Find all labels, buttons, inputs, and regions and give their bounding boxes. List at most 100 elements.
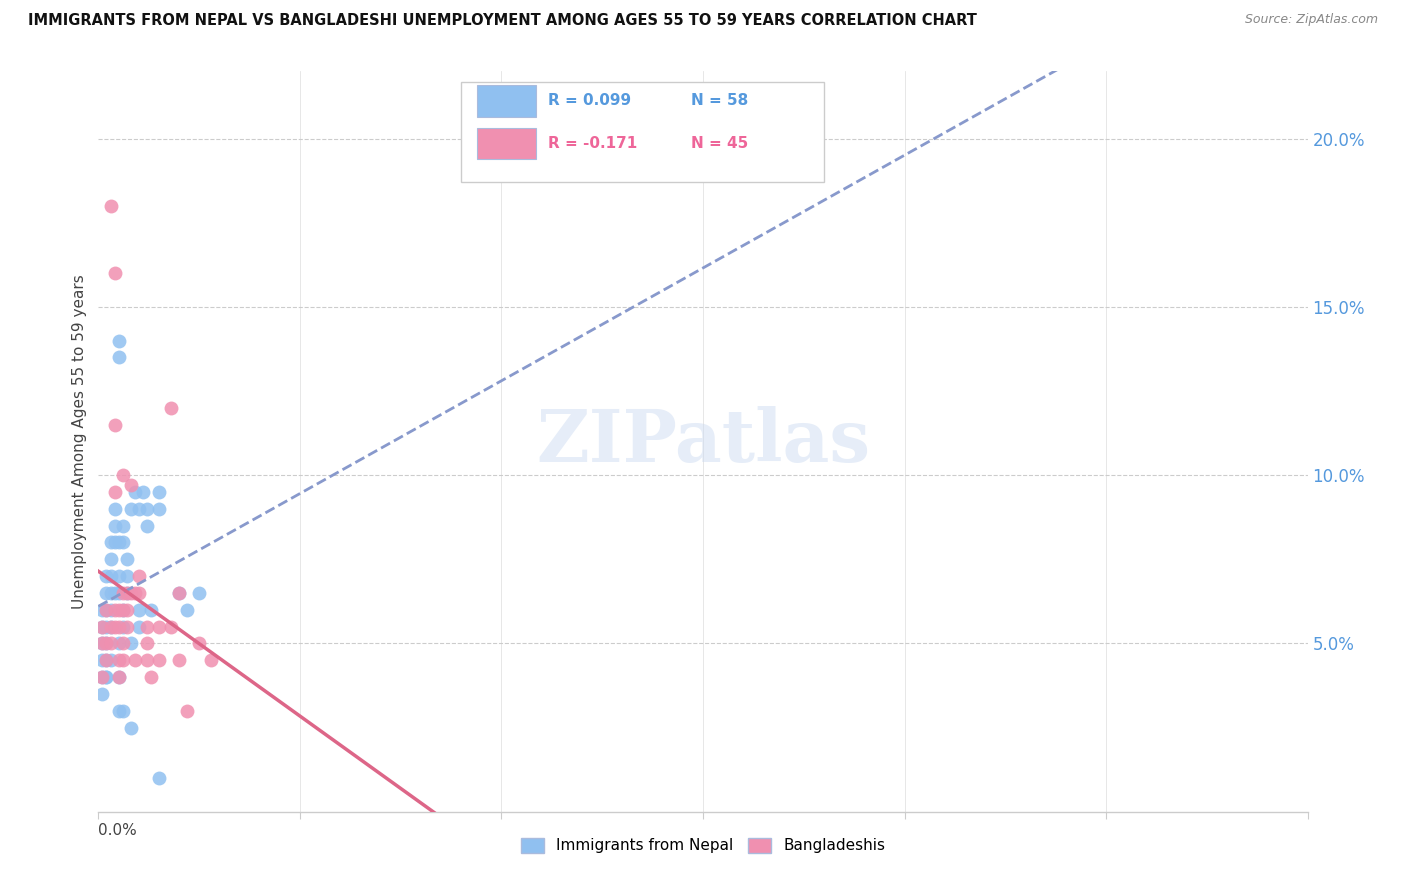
Point — [111, 603, 134, 617]
Point — [91, 687, 114, 701]
Point — [111, 586, 134, 600]
Point — [115, 586, 138, 600]
Point — [96, 653, 118, 667]
Point — [128, 586, 150, 600]
Point — [167, 586, 190, 600]
Point — [107, 569, 129, 583]
Point — [100, 619, 122, 633]
Point — [176, 704, 198, 718]
Point — [107, 586, 129, 600]
Point — [91, 619, 114, 633]
Point — [100, 569, 122, 583]
Point — [96, 586, 118, 600]
Point — [96, 670, 118, 684]
Point — [111, 653, 134, 667]
Point — [100, 653, 122, 667]
Point — [107, 334, 129, 348]
Point — [107, 653, 129, 667]
Point — [91, 636, 114, 650]
Text: N = 45: N = 45 — [690, 136, 748, 152]
Point — [91, 619, 114, 633]
Point — [103, 586, 125, 600]
Point — [160, 401, 183, 415]
Point — [135, 653, 157, 667]
Point — [188, 636, 211, 650]
Point — [135, 619, 157, 633]
Text: R = -0.171: R = -0.171 — [548, 136, 637, 152]
Point — [148, 771, 170, 785]
Point — [115, 619, 138, 633]
FancyBboxPatch shape — [461, 82, 824, 183]
Point — [103, 535, 125, 549]
Point — [115, 603, 138, 617]
Point — [128, 603, 150, 617]
Point — [111, 704, 134, 718]
Point — [107, 670, 129, 684]
Text: R = 0.099: R = 0.099 — [548, 94, 631, 109]
Point — [115, 569, 138, 583]
Point — [148, 619, 170, 633]
Point — [135, 518, 157, 533]
Point — [96, 636, 118, 650]
Point — [103, 619, 125, 633]
Point — [120, 478, 142, 492]
Point — [167, 653, 190, 667]
Point — [91, 636, 114, 650]
Point — [100, 586, 122, 600]
Point — [100, 636, 122, 650]
Point — [100, 603, 122, 617]
Point — [103, 501, 125, 516]
Point — [107, 636, 129, 650]
Text: N = 58: N = 58 — [690, 94, 748, 109]
Y-axis label: Unemployment Among Ages 55 to 59 years: Unemployment Among Ages 55 to 59 years — [72, 274, 87, 609]
Point — [103, 485, 125, 500]
Point — [128, 569, 150, 583]
Point — [100, 619, 122, 633]
Point — [188, 586, 211, 600]
Point — [176, 603, 198, 617]
Point — [128, 619, 150, 633]
Point — [96, 569, 118, 583]
Point — [103, 603, 125, 617]
Point — [148, 501, 170, 516]
Point — [124, 485, 146, 500]
Point — [103, 417, 125, 432]
Point — [148, 653, 170, 667]
Point — [96, 603, 118, 617]
Point — [107, 670, 129, 684]
Point — [115, 552, 138, 566]
FancyBboxPatch shape — [477, 128, 536, 160]
Point — [167, 586, 190, 600]
Point — [124, 586, 146, 600]
Text: Source: ZipAtlas.com: Source: ZipAtlas.com — [1244, 13, 1378, 27]
Point — [120, 721, 142, 735]
Point — [120, 501, 142, 516]
FancyBboxPatch shape — [477, 86, 536, 117]
Point — [135, 501, 157, 516]
Point — [111, 619, 134, 633]
Point — [160, 619, 183, 633]
Point — [128, 501, 150, 516]
Point — [100, 535, 122, 549]
Point — [96, 670, 118, 684]
Point — [120, 636, 142, 650]
Point — [96, 603, 118, 617]
Point — [139, 603, 162, 617]
Point — [91, 670, 114, 684]
Point — [107, 704, 129, 718]
Point — [91, 670, 114, 684]
Point — [107, 351, 129, 365]
Point — [103, 518, 125, 533]
Point — [124, 653, 146, 667]
Point — [120, 586, 142, 600]
Point — [103, 266, 125, 280]
Text: IMMIGRANTS FROM NEPAL VS BANGLADESHI UNEMPLOYMENT AMONG AGES 55 TO 59 YEARS CORR: IMMIGRANTS FROM NEPAL VS BANGLADESHI UNE… — [28, 13, 977, 29]
Point — [91, 603, 114, 617]
Point — [96, 636, 118, 650]
Point — [100, 552, 122, 566]
Point — [91, 653, 114, 667]
Point — [132, 485, 155, 500]
Point — [111, 636, 134, 650]
Point — [139, 670, 162, 684]
Legend: Immigrants from Nepal, Bangladeshis: Immigrants from Nepal, Bangladeshis — [515, 831, 891, 860]
